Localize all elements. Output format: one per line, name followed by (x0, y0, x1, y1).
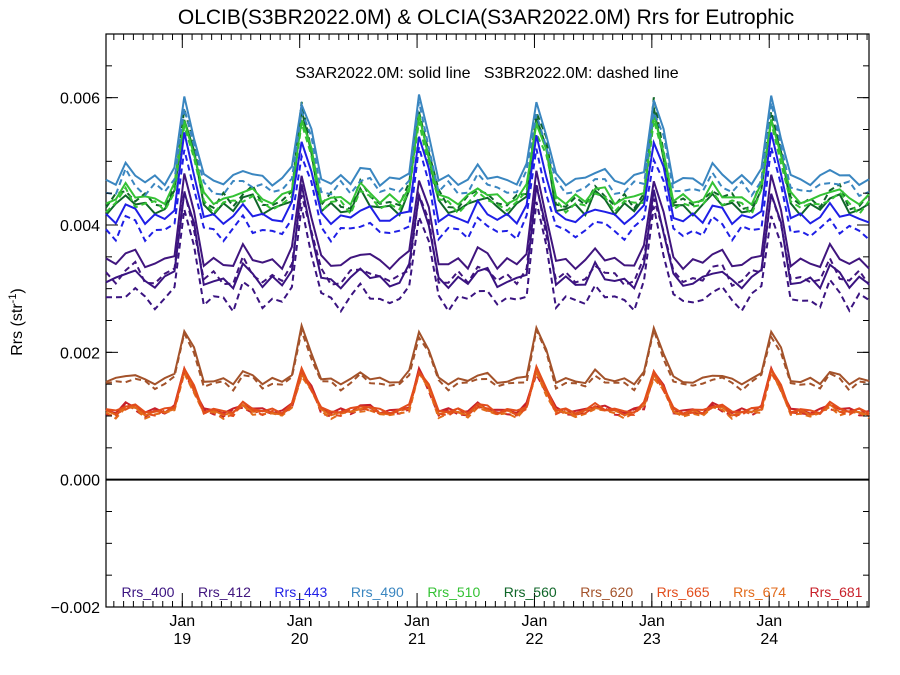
x-tick-month: Jan (404, 613, 430, 630)
series-dashed-rrs-510 (105, 119, 870, 217)
x-tick-year: 23 (643, 631, 661, 648)
chart-title: OLCIB(S3BR2022.0M) & OLCIA(S3AR2022.0M) … (178, 6, 794, 29)
series-line-rrs-665 (105, 363, 870, 415)
series-dashed-rrs-620 (105, 326, 870, 392)
y-axis-label-main: Rrs (str (9, 303, 26, 356)
x-tick-year: 19 (173, 631, 191, 648)
y-tick-label: 0.006 (60, 91, 100, 108)
series-dashed-rrs-665 (105, 363, 870, 418)
legend-item-rrs-510: Rrs_510 (427, 584, 480, 600)
x-tick-year: 22 (526, 631, 544, 648)
legend-item-rrs-490: Rrs_490 (351, 584, 404, 600)
series-layer (105, 94, 870, 421)
line-style-note: S3AR2022.0M: solid line S3BR2022.0M: das… (295, 65, 678, 82)
legend-item-rrs-665: Rrs_665 (657, 584, 710, 600)
legend-item-rrs-412: Rrs_412 (198, 584, 251, 600)
legend-item-rrs-620: Rrs_620 (580, 584, 633, 600)
y-axis: −0.002 0.000 0.002 0.004 0.006 (51, 33, 869, 617)
x-tick-month: Jan (522, 613, 548, 630)
x-tick-year: 21 (408, 631, 426, 648)
series-dashed-rrs-490 (105, 101, 870, 198)
legend-item-rrs-674: Rrs_674 (733, 584, 786, 600)
y-tick-label: 0.000 (60, 473, 100, 490)
x-tick-month: Jan (639, 613, 665, 630)
y-tick-label: 0.002 (60, 345, 100, 362)
x-tick-month: Jan (169, 613, 195, 630)
y-axis-label-sup: -1 (7, 294, 19, 304)
legend-item-rrs-681: Rrs_681 (810, 584, 863, 600)
series-line-rrs-412 (105, 170, 870, 271)
series-dashed-rrs-443 (105, 146, 870, 244)
legend-item-rrs-443: Rrs_443 (274, 584, 327, 600)
series-line-rrs-510 (105, 114, 870, 207)
series-line-rrs-560 (105, 107, 870, 218)
series-line-rrs-400 (105, 184, 870, 291)
series-line-rrs-620 (105, 321, 870, 386)
y-axis-label-end: ) (9, 288, 26, 293)
y-tick-label: 0.004 (60, 218, 100, 235)
legend-item-rrs-400: Rrs_400 (122, 584, 175, 600)
legend-item-rrs-560: Rrs_560 (504, 584, 557, 600)
y-axis-label: Rrs (str-1) (7, 288, 26, 356)
x-tick-month: Jan (756, 613, 782, 630)
x-tick-year: 24 (760, 631, 778, 648)
series-line-rrs-443 (105, 132, 870, 226)
y-tick-label: −0.002 (51, 600, 100, 617)
legend: Rrs_400 Rrs_412 Rrs_443 Rrs_490 Rrs_510 Rrs_5… (122, 584, 863, 600)
series-line-rrs-490 (105, 94, 870, 188)
plot-frame (105, 33, 870, 608)
x-tick-year: 20 (291, 631, 309, 648)
x-tick-month: Jan (287, 613, 313, 630)
